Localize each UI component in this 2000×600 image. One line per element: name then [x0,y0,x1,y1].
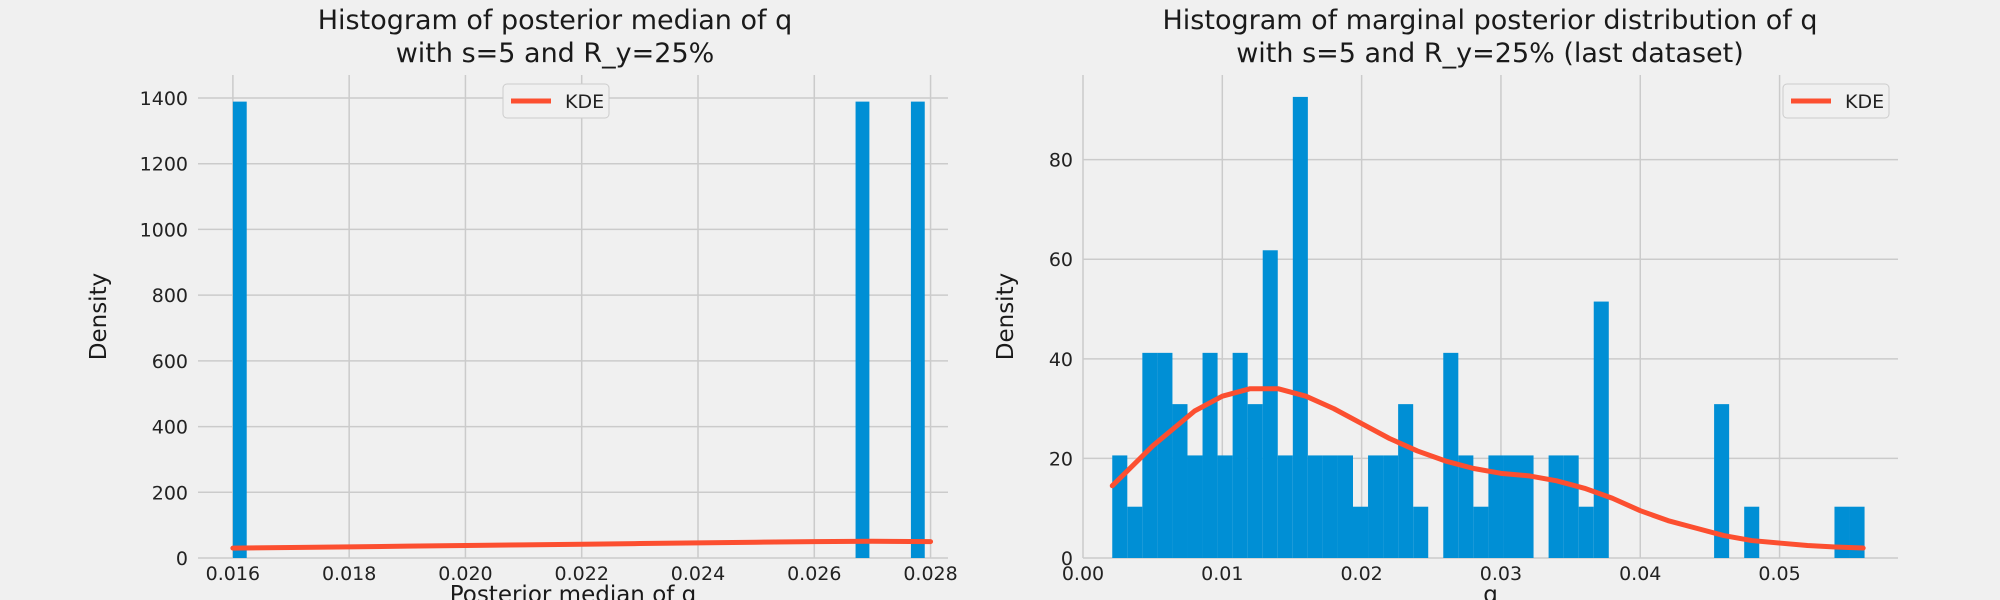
histogram-bar [1262,250,1278,558]
y-tick-label: 600 [152,351,188,373]
histogram-bar [1548,455,1564,558]
x-tick-label: 0.026 [787,563,841,585]
y-tick-label: 400 [152,417,188,439]
histogram-bar [1247,404,1263,558]
histogram-bar [1518,455,1534,558]
y-tick-label: 0 [1061,548,1073,570]
kde-line [230,538,934,551]
histogram-bar [1322,455,1338,558]
x-tick-label: 0.020 [438,563,492,585]
y-tick-label: 20 [1049,448,1073,470]
histogram-bar [1217,455,1233,558]
right-histogram-chart: Histogram of marginal posterior distribu… [993,5,1898,600]
x-tick-label: 0.028 [903,563,957,585]
histogram-bar [1578,506,1594,558]
x-tick-label: 0.018 [322,563,376,585]
histogram-bar [855,101,870,558]
legend: KDE [502,83,610,119]
histogram-bar [1307,455,1323,558]
x-tick-label: 0.016 [206,563,260,585]
legend-box [1782,83,1890,119]
y-tick-label: 200 [152,482,188,504]
histogram-bar [1398,404,1414,558]
histogram-bar [1473,506,1489,558]
y-tick-label: 1200 [140,154,188,176]
histogram-bar [1187,455,1203,558]
histogram-bar [1142,352,1158,558]
histogram-bar [1443,352,1459,558]
histogram-bar [1337,455,1353,558]
x-tick-label: 0.01 [1201,563,1243,585]
legend: KDE [1782,83,1890,119]
x-tick-label: 0.05 [1758,563,1800,585]
y-tick-label: 1400 [140,88,188,110]
chart-title-line: with s=5 and R_y=25% [396,38,715,69]
histogram-bar [1232,352,1248,558]
histogram-bar [1368,455,1384,558]
histogram-bar [1277,455,1293,558]
x-tick-label: 0.02 [1340,563,1382,585]
y-tick-label: 800 [152,285,188,307]
y-tick-label: 80 [1049,150,1073,172]
histogram-bar [1849,506,1865,558]
histogram-bar [910,101,925,558]
histogram-bar [1292,96,1308,559]
x-tick-label: 0.024 [671,563,725,585]
histogram-bar [1383,455,1399,558]
x-tick-label: 0.04 [1619,563,1661,585]
histogram-bar [1834,506,1850,558]
y-tick-label: 0 [176,548,188,570]
histogram-bar [232,101,247,558]
histogram-bar [1172,404,1188,558]
histogram-bar [1714,404,1730,558]
x-tick-label: 0.03 [1480,563,1522,585]
histogram-bar [1127,506,1143,558]
legend-box [502,83,610,119]
histogram-bar [1563,455,1579,558]
histogram-bar [1593,301,1609,558]
y-tick-label: 1000 [140,219,188,241]
x-tick-label: 0.022 [555,563,609,585]
histogram-bar [1503,455,1519,558]
histogram-bar [1413,506,1429,558]
kde-line [1109,386,1866,551]
legend-kde-label: KDE [565,91,604,113]
y-axis-label: Density [86,273,112,360]
y-tick-label: 60 [1049,249,1073,271]
histogram-bar [1488,455,1504,558]
x-axis-label: Posterior median of q [450,582,697,600]
chart-title-line: Histogram of posterior median of q [318,5,793,36]
histogram-bar [1157,352,1173,558]
chart-title-line: Histogram of marginal posterior distribu… [1162,5,1817,36]
x-axis-label: q [1483,582,1498,600]
histogram-bar [1352,506,1369,558]
histogram-bar [1744,506,1760,558]
histogram-bar [1458,455,1474,558]
histogram-bar [1202,352,1218,558]
x-tick-label: 0.00 [1062,563,1104,585]
legend-kde-label: KDE [1845,91,1884,113]
chart-title-line: with s=5 and R_y=25% (last dataset) [1236,38,1744,69]
y-tick-label: 40 [1049,349,1073,371]
y-axis-label: Density [993,273,1019,360]
